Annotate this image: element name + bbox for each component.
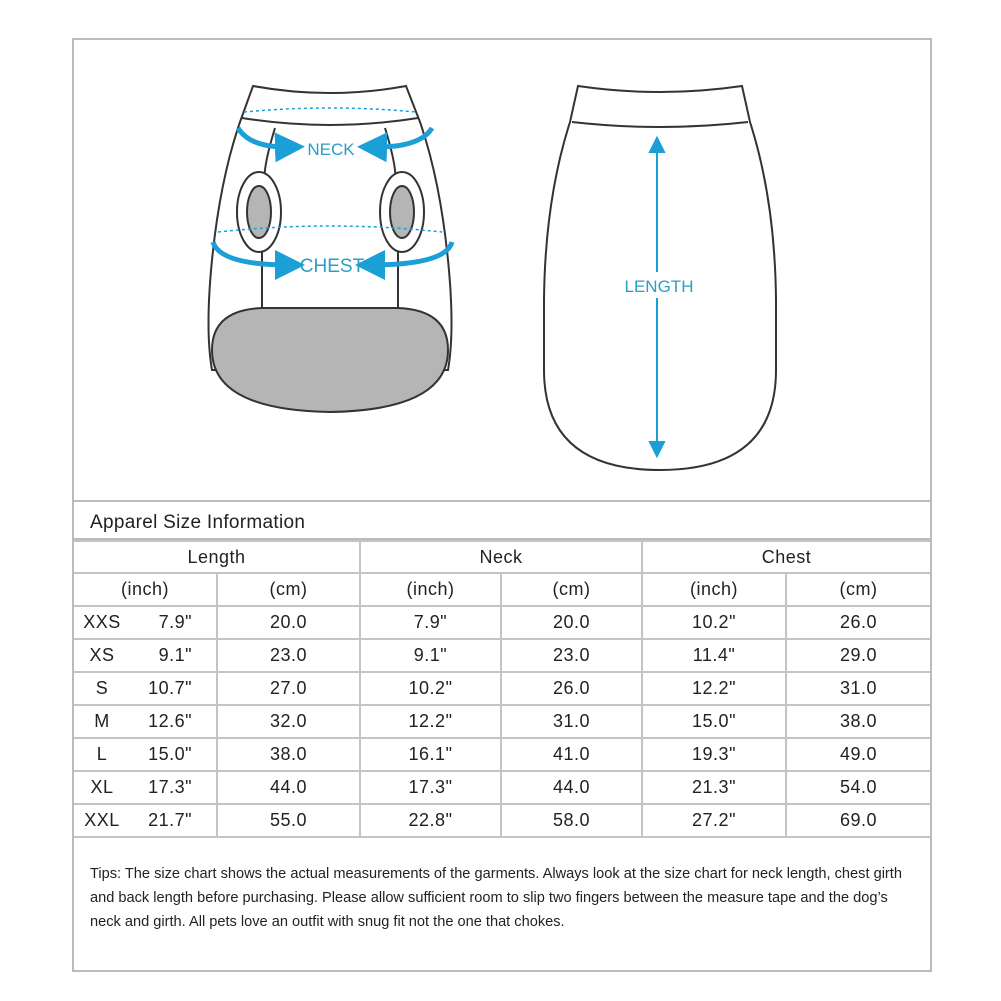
cell-chest-in: 21.3" xyxy=(641,770,787,805)
value: 12.6" xyxy=(148,711,192,731)
cell-chest-in: 27.2" xyxy=(641,803,787,838)
unit-header: (cm) xyxy=(216,572,361,607)
cell-chest-cm: 38.0 xyxy=(785,704,930,739)
value: 7.9" xyxy=(158,612,192,632)
cell-chest-in: 11.4" xyxy=(641,638,787,673)
header-chest: Chest xyxy=(641,540,930,574)
value: 17.3" xyxy=(148,777,192,797)
unit-header: (inch) xyxy=(74,572,218,607)
neck-label: NECK xyxy=(307,140,355,159)
cell-length-cm: 38.0 xyxy=(216,737,361,772)
unit-header: (cm) xyxy=(500,572,643,607)
size-chart-frame xyxy=(72,38,932,972)
value: 15.0" xyxy=(148,744,192,764)
size-label: XXL xyxy=(84,810,120,830)
chest-label: CHEST xyxy=(300,256,365,277)
cell-neck-cm: 41.0 xyxy=(500,737,643,772)
cell-chest-cm: 69.0 xyxy=(785,803,930,838)
front-garment-drawing xyxy=(207,84,453,414)
value: 10.7" xyxy=(148,678,192,698)
size-label: XXS xyxy=(83,612,121,632)
cell-length-in: S 10.7" xyxy=(74,671,218,706)
table-row: XL 17.3" 44.0 17.3" 44.0 21.3" 54.0 xyxy=(74,770,930,805)
cell-length-in: XXL 21.7" xyxy=(74,803,218,838)
cell-length-cm: 23.0 xyxy=(216,638,361,673)
length-label: LENGTH xyxy=(625,277,694,296)
cell-length-cm: 20.0 xyxy=(216,605,361,640)
table-title: Apparel Size Information xyxy=(74,500,930,540)
table-row: XS 9.1" 23.0 9.1" 23.0 11.4" 29.0 xyxy=(74,638,930,673)
cell-length-in: L 15.0" xyxy=(74,737,218,772)
cell-length-cm: 32.0 xyxy=(216,704,361,739)
cell-neck-in: 22.8" xyxy=(359,803,502,838)
cell-length-in: XL 17.3" xyxy=(74,770,218,805)
value: 21.7" xyxy=(148,810,192,830)
cell-neck-cm: 26.0 xyxy=(500,671,643,706)
size-table: Length Neck Chest (inch) (cm) (inch) (cm… xyxy=(74,540,930,838)
cell-chest-in: 19.3" xyxy=(641,737,787,772)
header-neck: Neck xyxy=(359,540,643,574)
cell-neck-in: 16.1" xyxy=(359,737,502,772)
size-label: M xyxy=(94,711,110,731)
group-header-row: Length Neck Chest xyxy=(74,540,930,574)
cell-chest-cm: 54.0 xyxy=(785,770,930,805)
unit-header-row: (inch) (cm) (inch) (cm) (inch) (cm) xyxy=(74,572,930,607)
header-length: Length xyxy=(74,540,361,574)
cell-chest-in: 12.2" xyxy=(641,671,787,706)
size-label: XS xyxy=(89,645,115,665)
cell-chest-cm: 29.0 xyxy=(785,638,930,673)
cell-neck-in: 9.1" xyxy=(359,638,502,673)
cell-length-in: M 12.6" xyxy=(74,704,218,739)
cell-neck-cm: 44.0 xyxy=(500,770,643,805)
unit-header: (inch) xyxy=(359,572,502,607)
unit-header: (cm) xyxy=(785,572,930,607)
size-label: S xyxy=(95,678,109,698)
cell-neck-cm: 20.0 xyxy=(500,605,643,640)
value: 9.1" xyxy=(158,645,192,665)
cell-neck-cm: 23.0 xyxy=(500,638,643,673)
size-label: XL xyxy=(90,777,114,797)
table-row: XXS 7.9" 20.0 7.9" 20.0 10.2" 26.0 xyxy=(74,605,930,640)
cell-neck-in: 7.9" xyxy=(359,605,502,640)
cell-chest-in: 10.2" xyxy=(641,605,787,640)
measure-arrows xyxy=(210,107,455,280)
table-row: L 15.0" 38.0 16.1" 41.0 19.3" 49.0 xyxy=(74,737,930,772)
cell-length-cm: 44.0 xyxy=(216,770,361,805)
table-row: S 10.7" 27.0 10.2" 26.0 12.2" 31.0 xyxy=(74,671,930,706)
cell-length-cm: 55.0 xyxy=(216,803,361,838)
cell-neck-cm: 31.0 xyxy=(500,704,643,739)
cell-chest-cm: 26.0 xyxy=(785,605,930,640)
unit-header: (inch) xyxy=(641,572,787,607)
cell-chest-in: 15.0" xyxy=(641,704,787,739)
cell-length-in: XXS 7.9" xyxy=(74,605,218,640)
size-label: L xyxy=(96,744,108,764)
cell-chest-cm: 49.0 xyxy=(785,737,930,772)
table-row: XXL 21.7" 55.0 22.8" 58.0 27.2" 69.0 xyxy=(74,803,930,838)
table-row: M 12.6" 32.0 12.2" 31.0 15.0" 38.0 xyxy=(74,704,930,739)
cell-neck-in: 17.3" xyxy=(359,770,502,805)
cell-neck-in: 10.2" xyxy=(359,671,502,706)
cell-neck-cm: 58.0 xyxy=(500,803,643,838)
cell-length-in: XS 9.1" xyxy=(74,638,218,673)
cell-length-cm: 27.0 xyxy=(216,671,361,706)
cell-neck-in: 12.2" xyxy=(359,704,502,739)
garment-diagrams: NECK CHEST LENGTH xyxy=(207,84,777,472)
tips-text: Tips: The size chart shows the actual me… xyxy=(90,866,902,930)
cell-chest-cm: 31.0 xyxy=(785,671,930,706)
